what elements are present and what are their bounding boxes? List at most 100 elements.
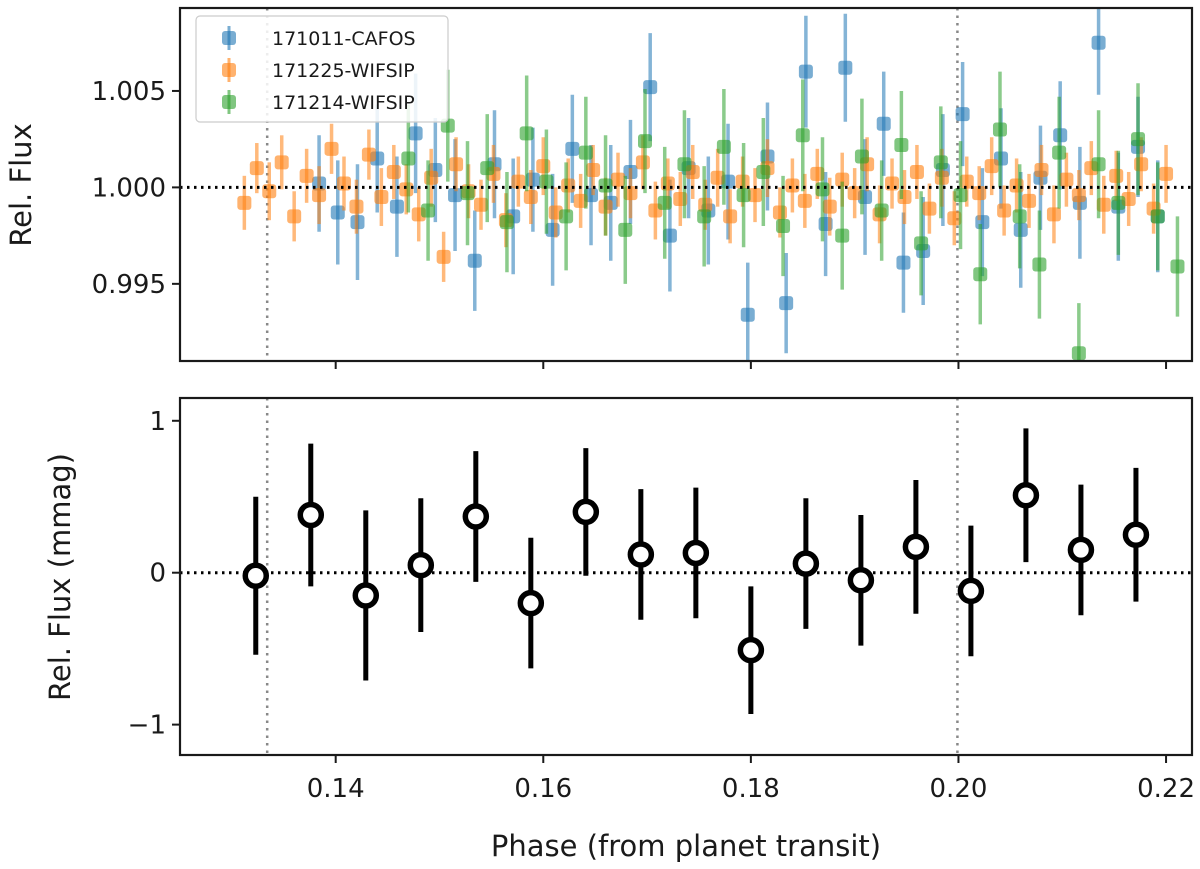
top-y-axis-label: Rel. Flux xyxy=(4,123,38,246)
data-point xyxy=(854,149,869,164)
data-point xyxy=(449,157,464,172)
data-point xyxy=(1071,188,1086,203)
legend-frame xyxy=(195,15,449,123)
series-171214-WIFSIP xyxy=(401,69,1185,361)
bottom-axes-frame xyxy=(178,396,1194,757)
data-point xyxy=(421,203,436,218)
data-point xyxy=(756,164,771,179)
binned-data-point xyxy=(902,533,930,561)
data-point xyxy=(1009,178,1024,193)
top-y-tick-label: 1.005 xyxy=(92,77,166,107)
data-point xyxy=(635,155,650,170)
data-point xyxy=(785,178,800,193)
binned-data-point xyxy=(462,503,490,530)
bottom-y-ticks: −1 0 1 xyxy=(128,407,180,741)
binned-data-point xyxy=(737,636,765,664)
data-point xyxy=(474,197,489,212)
binned-data-point xyxy=(792,550,820,577)
top-panel: 0.995 1.000 1.005 Rel. Flux 171011-CAFOS 1… xyxy=(4,6,1194,369)
data-point xyxy=(838,60,853,75)
binned-data-point xyxy=(297,501,325,529)
data-point xyxy=(519,126,534,141)
data-point xyxy=(697,209,712,224)
data-point xyxy=(523,190,538,205)
data-point xyxy=(436,249,451,264)
data-point xyxy=(1034,163,1049,178)
data-point xyxy=(399,182,414,197)
legend-wifsip-1214-label: 171214-WIFSIP xyxy=(272,92,415,114)
data-point xyxy=(586,163,601,178)
top-legend: 171011-CAFOS 171225-WIFSIP 171214-WIFSIP xyxy=(195,15,449,123)
data-point xyxy=(779,296,794,311)
data-point xyxy=(984,159,999,174)
data-point xyxy=(955,107,970,122)
data-point xyxy=(959,174,974,189)
data-point xyxy=(1022,193,1037,208)
data-point xyxy=(389,199,404,214)
x-axis-label: Phase (from planet transit) xyxy=(491,829,881,863)
data-point xyxy=(349,199,364,214)
data-point xyxy=(736,188,751,203)
data-point xyxy=(324,141,339,156)
legend-cafos-marker xyxy=(222,31,236,45)
bottom-x-tick-label: 0.16 xyxy=(514,774,572,804)
bottom-y-tick-label: 0 xyxy=(149,559,166,589)
data-point xyxy=(408,126,423,141)
data-point xyxy=(1032,257,1047,272)
data-point xyxy=(237,195,252,210)
bottom-y-tick-label: 1 xyxy=(149,407,166,437)
data-point xyxy=(933,155,948,170)
binned-data-point xyxy=(1122,521,1150,548)
binned-data-point xyxy=(352,582,380,609)
legend-entry-cafos: 171011-CAFOS xyxy=(222,26,416,50)
data-point xyxy=(797,193,812,208)
top-y-tick-label: 1.000 xyxy=(92,173,166,203)
data-point xyxy=(312,188,327,203)
data-point xyxy=(876,116,891,131)
data-point xyxy=(953,188,968,203)
top-y-ticks: 0.995 1.000 1.005 xyxy=(92,77,180,300)
data-point xyxy=(776,218,791,233)
data-point xyxy=(374,190,389,205)
data-point xyxy=(1109,168,1124,183)
binned-data-point xyxy=(517,589,545,617)
binned-data-point xyxy=(407,551,435,579)
bottom-x-tick-label: 0.22 xyxy=(1137,774,1195,804)
data-point xyxy=(997,203,1012,218)
bottom-plot-area xyxy=(180,398,1192,755)
bottom-x-tick-label: 0.20 xyxy=(930,774,988,804)
binned-data-point xyxy=(1012,481,1040,509)
legend-entry-wifsip-1225: 171225-WIFSIP xyxy=(222,58,415,82)
data-point xyxy=(448,188,463,203)
legend-wifsip-1225-label: 171225-WIFSIP xyxy=(272,60,415,82)
data-point xyxy=(536,159,551,174)
data-point xyxy=(847,186,862,201)
binned-data-point xyxy=(957,577,985,605)
data-point xyxy=(1052,145,1067,160)
data-point xyxy=(467,253,482,268)
legend-wifsip-1225-marker xyxy=(222,63,236,77)
data-point xyxy=(559,209,574,224)
data-point xyxy=(909,164,924,179)
binned-data-point xyxy=(1067,536,1095,564)
data-point xyxy=(1012,209,1027,224)
data-point xyxy=(1111,195,1126,210)
data-point xyxy=(274,155,289,170)
bottom-x-tick-label: 0.18 xyxy=(722,774,780,804)
data-point xyxy=(1134,157,1149,172)
data-point xyxy=(1131,132,1146,147)
data-point xyxy=(1091,35,1106,50)
data-point xyxy=(1159,166,1174,181)
data-point xyxy=(947,211,962,226)
data-point xyxy=(723,209,738,224)
data-point xyxy=(1150,209,1165,224)
data-point xyxy=(795,128,810,143)
data-point xyxy=(914,236,929,251)
data-point xyxy=(361,147,376,162)
binned-data-point xyxy=(572,498,600,526)
binned-data-point xyxy=(627,541,655,568)
data-point xyxy=(973,267,988,282)
bottom-data-layer xyxy=(180,398,1192,755)
bottom-x-ticks: 0.14 0.16 0.18 0.20 0.22 xyxy=(307,755,1195,804)
